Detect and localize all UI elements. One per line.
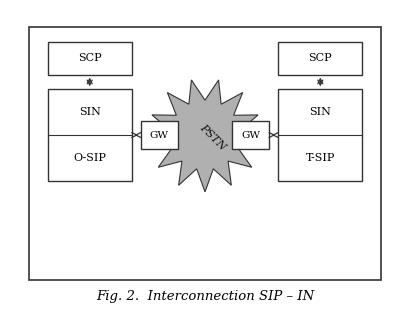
Bar [278, 42, 362, 75]
Bar [47, 42, 131, 75]
Bar [141, 122, 177, 149]
Text: SCP: SCP [78, 53, 101, 63]
Text: PSTN: PSTN [197, 122, 227, 152]
Bar [29, 27, 380, 280]
Text: Fig. 2.  Interconnection SIP – IN: Fig. 2. Interconnection SIP – IN [96, 290, 313, 303]
Text: SIN: SIN [79, 107, 100, 117]
Bar [278, 89, 362, 181]
Text: GW: GW [149, 131, 169, 140]
Text: SCP: SCP [308, 53, 331, 63]
Bar [232, 122, 268, 149]
Text: O-SIP: O-SIP [73, 153, 106, 163]
Text: T-SIP: T-SIP [305, 153, 334, 163]
Polygon shape [148, 80, 261, 192]
Text: SIN: SIN [309, 107, 330, 117]
Bar [47, 89, 131, 181]
Text: GW: GW [240, 131, 260, 140]
